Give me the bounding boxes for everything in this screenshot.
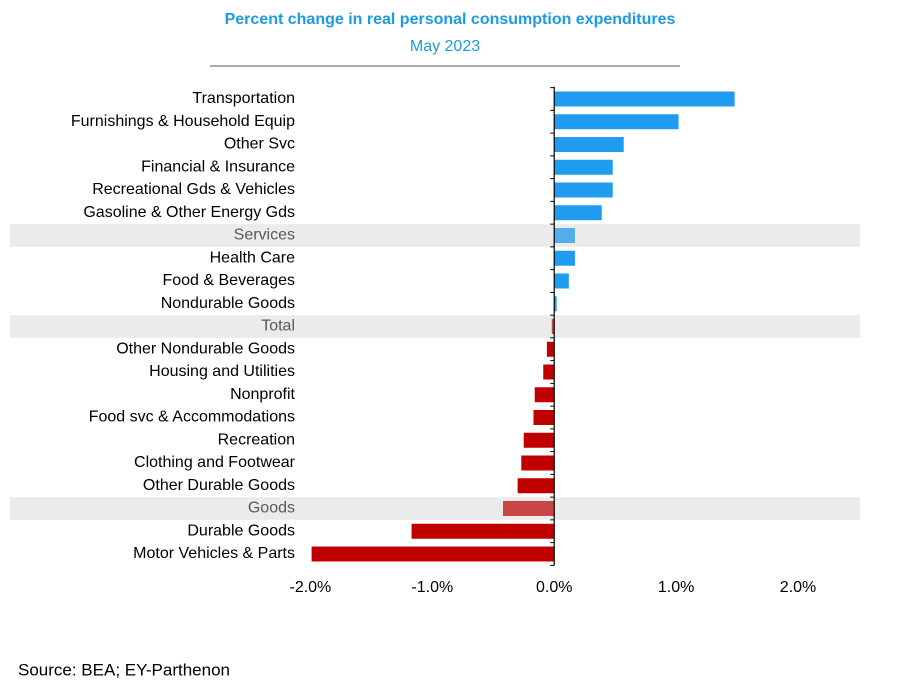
chart-subtitle: May 2023 [410, 38, 480, 55]
x-tick-label: 0.0% [536, 579, 572, 596]
bar [554, 273, 569, 289]
bar [523, 432, 555, 448]
x-tick-label: -1.0% [411, 579, 453, 596]
x-tick-label: 1.0% [658, 579, 694, 596]
highlight-band [10, 224, 860, 247]
bar [546, 341, 555, 357]
bar [554, 91, 735, 107]
category-label: Durable Goods [187, 522, 295, 539]
category-label: Nondurable Goods [161, 295, 295, 312]
bar [554, 250, 575, 266]
category-label: Other Nondurable Goods [116, 340, 295, 357]
category-label: Clothing and Footwear [134, 454, 296, 471]
category-label: Services [234, 227, 295, 244]
bar [311, 546, 555, 562]
bar [534, 387, 555, 403]
category-label: Transportation [192, 90, 295, 107]
category-label: Recreational Gds & Vehicles [92, 181, 295, 198]
bar [554, 114, 679, 130]
bar [521, 455, 555, 471]
bar [554, 159, 613, 175]
category-label: Other Svc [224, 136, 295, 153]
category-label: Financial & Insurance [141, 158, 295, 175]
category-label: Food & Beverages [162, 272, 295, 289]
category-label: Health Care [210, 249, 295, 266]
category-label: Motor Vehicles & Parts [133, 545, 295, 562]
source-note: Source: BEA; EY-Parthenon [18, 660, 230, 679]
highlight-band [10, 497, 860, 520]
bar [554, 182, 613, 198]
category-label: Recreation [218, 431, 295, 448]
highlight-band [10, 315, 860, 338]
bar [554, 137, 624, 152]
x-tick-label: -2.0% [289, 579, 331, 596]
bar [503, 501, 555, 516]
bar [517, 478, 555, 494]
bar [411, 523, 555, 539]
category-label: Furnishings & Household Equip [71, 113, 295, 130]
bar [554, 228, 575, 243]
category-label: Housing and Utilities [149, 363, 295, 380]
bar [554, 296, 557, 312]
category-label: Other Durable Goods [143, 477, 295, 494]
category-label: Total [261, 318, 295, 335]
category-label: Goods [248, 500, 295, 517]
bar [533, 410, 555, 425]
category-label: Food svc & Accommodations [89, 409, 295, 426]
bar [551, 319, 555, 334]
category-label: Nonprofit [230, 386, 295, 403]
category-label: Gasoline & Other Energy Gds [83, 204, 295, 221]
bar [543, 364, 555, 380]
x-tick-label: 2.0% [780, 579, 816, 596]
chart-title: Percent change in real personal consumpt… [225, 11, 676, 28]
bar [554, 205, 602, 221]
